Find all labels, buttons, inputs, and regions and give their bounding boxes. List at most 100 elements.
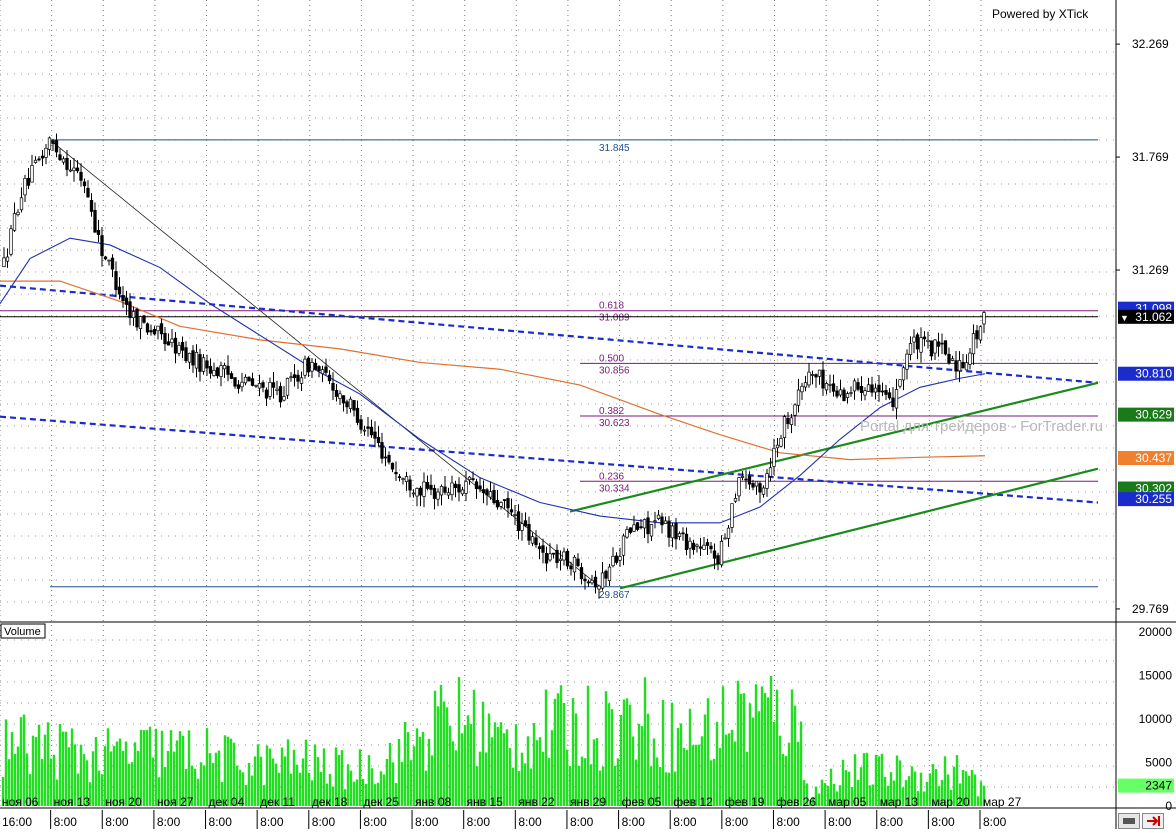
candle-up (642, 519, 647, 529)
candle-down (821, 369, 825, 389)
volume-bar (901, 787, 905, 806)
volume-bar (904, 780, 908, 806)
volume-bar (676, 728, 680, 806)
volume-bar (814, 786, 818, 806)
candle-down (180, 342, 185, 351)
volume-bar (610, 709, 614, 806)
volume-bar (106, 728, 110, 806)
candle-down (128, 301, 132, 319)
volume-bar (439, 684, 443, 806)
volume-bar (838, 785, 842, 806)
candle-up (61, 158, 66, 163)
volume-bar (118, 738, 122, 806)
volume-bar (334, 747, 338, 806)
volume-bar (976, 796, 980, 806)
scroll-toggle-button[interactable] (1118, 813, 1140, 829)
volume-bar (247, 762, 251, 806)
candle-up (688, 540, 692, 549)
candle-up (807, 371, 811, 386)
candle-down (492, 490, 496, 504)
candle-down (751, 483, 755, 488)
volume-bar (397, 738, 401, 806)
price-marker-box (1118, 309, 1174, 324)
candle-down (359, 419, 363, 430)
candle-up (600, 572, 605, 589)
volume-bar (202, 765, 206, 806)
volume-bar (760, 686, 764, 806)
volume-tick-label: 20000 (1139, 625, 1173, 639)
candle-up (520, 523, 524, 531)
candle-up (971, 333, 976, 355)
candle-down (975, 330, 979, 340)
volume-bar (280, 747, 284, 806)
volume-bar (478, 751, 482, 806)
candle-down (341, 395, 346, 404)
volume-bar (265, 745, 269, 806)
auto-scroll-button[interactable] (1142, 813, 1164, 829)
candle-down (576, 558, 580, 567)
volume-bar (580, 756, 584, 806)
volume-bar (481, 701, 485, 806)
volume-bar (16, 746, 20, 806)
volume-bar (961, 769, 965, 806)
candle-down (859, 386, 864, 393)
volume-bar (103, 746, 107, 806)
trend-upper-line (569, 381, 1099, 513)
time-label: 8:00 (312, 815, 336, 829)
candle-up (177, 344, 181, 354)
candle-down (261, 382, 265, 388)
candle-down (313, 362, 318, 370)
volume-bar (199, 762, 203, 806)
volume-bar (679, 723, 683, 806)
volume-bar (667, 772, 671, 806)
candle-up (44, 147, 48, 158)
candle-up (817, 369, 822, 377)
candle-down (534, 537, 538, 546)
date-label: янв 15 (467, 795, 504, 809)
candle-down (880, 390, 885, 393)
volume-bar (973, 774, 977, 806)
volume-bar (64, 731, 68, 806)
volume-bar (196, 778, 200, 806)
time-label: 8:00 (880, 815, 904, 829)
time-label: 8:00 (828, 815, 852, 829)
volume-bar (262, 785, 266, 806)
volume-bar (46, 722, 50, 806)
candle-up (810, 374, 815, 376)
candle-down (954, 360, 958, 372)
volume-bar (730, 729, 734, 806)
volume-bar (589, 764, 593, 806)
candle-up (499, 502, 503, 507)
candle-up (362, 429, 367, 432)
volume-bar (781, 753, 785, 806)
candle-up (618, 556, 622, 561)
volume-bar (946, 774, 950, 806)
volume-bar (475, 766, 479, 806)
fib-618-ratio-label: 0.618 (599, 301, 624, 312)
volume-bar (310, 780, 314, 806)
candle-down (485, 489, 489, 496)
volume-bar (73, 744, 77, 806)
candle-up (194, 352, 199, 369)
volume-bar (286, 739, 290, 806)
volume-bar (598, 770, 602, 806)
date-label: мар 27 (983, 795, 1022, 809)
volume-bar (619, 714, 623, 806)
time-label: 8:00 (725, 815, 749, 829)
candle-down (887, 392, 892, 399)
volume-bar (649, 766, 653, 806)
price-marker-box (1118, 407, 1174, 422)
candle-down (394, 471, 398, 475)
volume-bar (76, 773, 80, 806)
volume-bar (148, 726, 152, 806)
candle-down (79, 171, 83, 181)
volume-bar (301, 758, 305, 806)
candle-up (30, 165, 34, 183)
volume-bar (832, 783, 836, 806)
volume-bar (967, 775, 971, 806)
candle-up (670, 525, 675, 539)
volume-bar (784, 755, 788, 806)
candle-up (68, 169, 73, 172)
volume-bar (187, 730, 191, 806)
fib-618-value-label: 31.089 (599, 313, 630, 324)
